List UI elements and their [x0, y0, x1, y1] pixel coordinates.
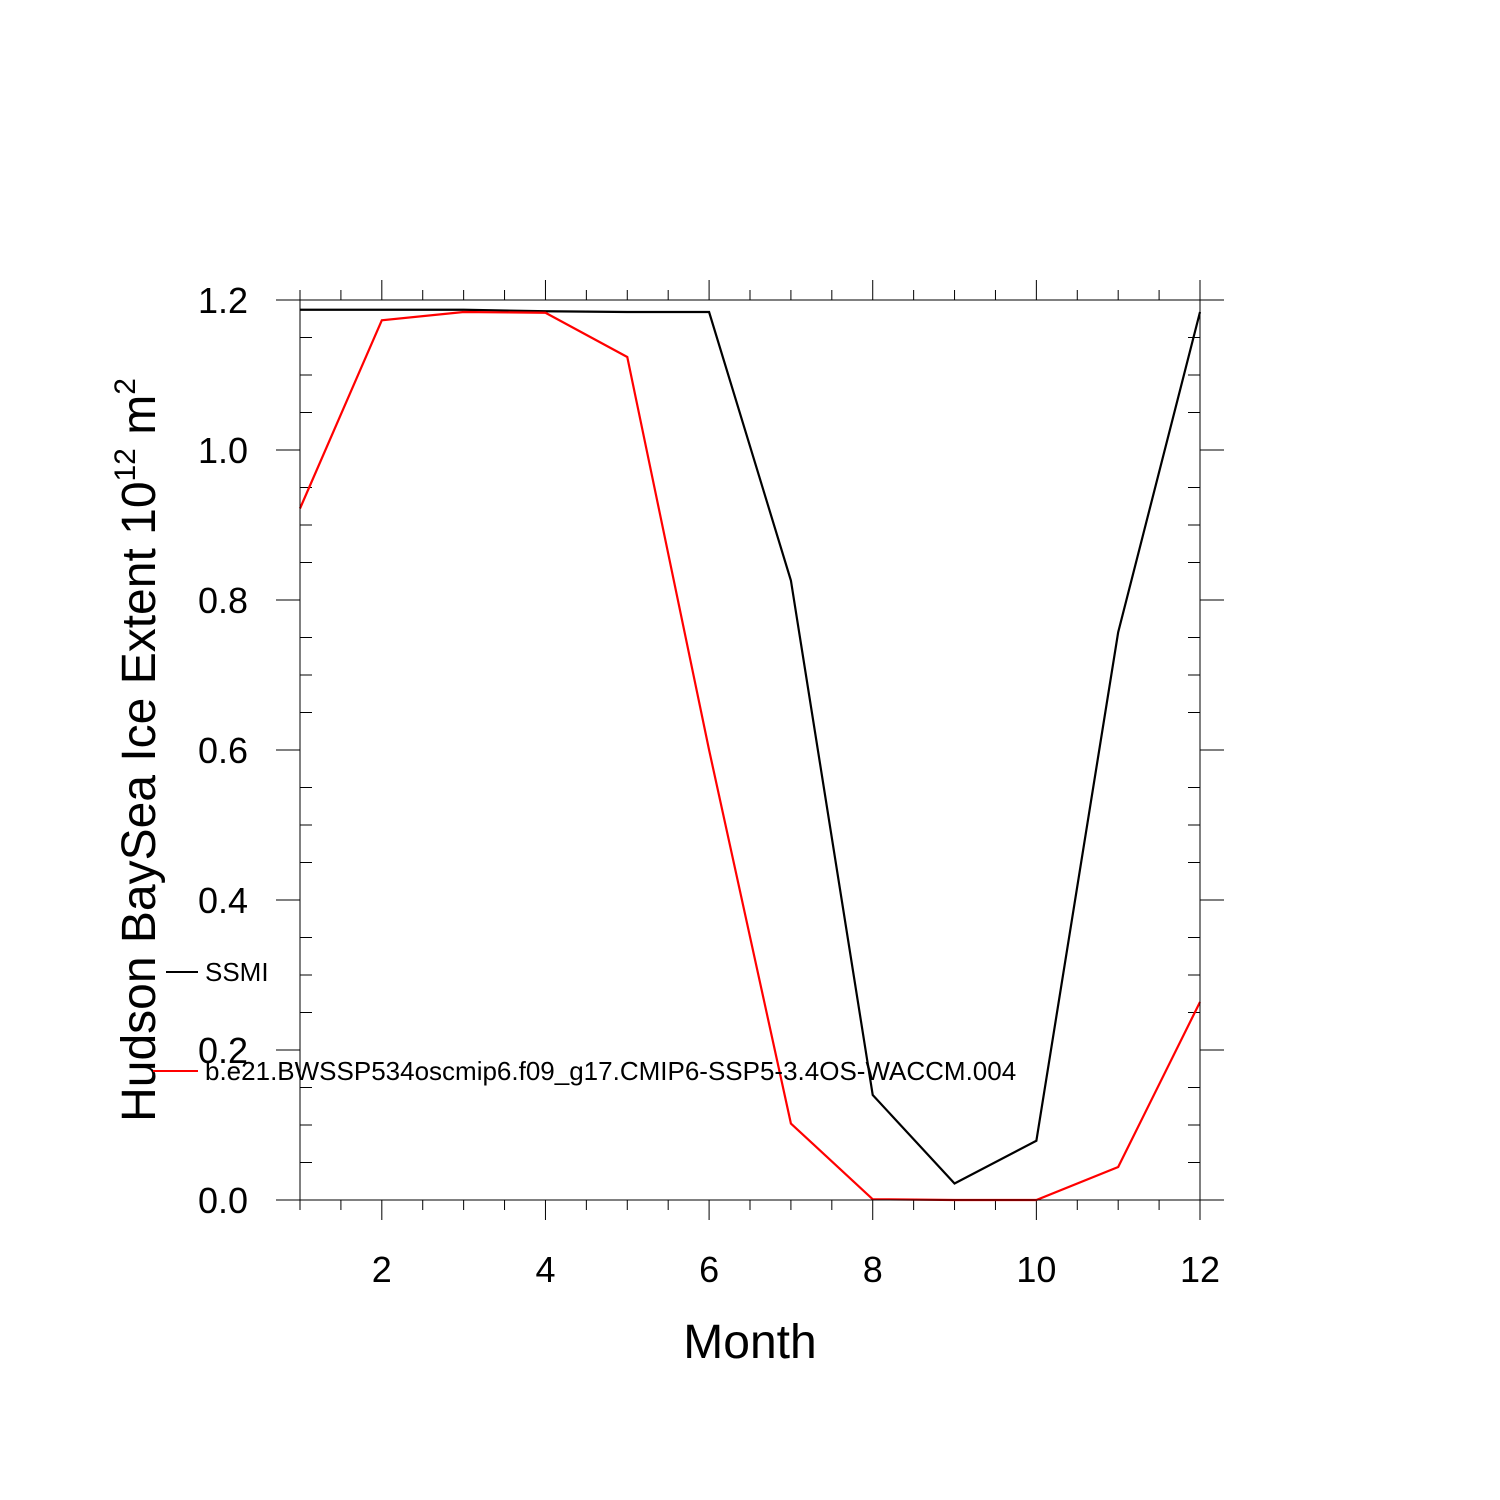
y-tick-label: 1.0: [198, 430, 248, 471]
y-tick-label: 0.2: [198, 1030, 248, 1071]
x-axis-title: Month: [683, 1316, 816, 1369]
x-tick-label: 2: [372, 1249, 392, 1290]
x-tick-label: 12: [1180, 1249, 1220, 1290]
series-lines: [298, 308, 1202, 1202]
y-axis-title-unit: m: [113, 395, 166, 448]
x-tick-label: 6: [699, 1249, 719, 1290]
x-tick-label: 10: [1016, 1249, 1056, 1290]
series-line-ssmi: [300, 308, 1202, 1185]
series-line-model: [298, 310, 1201, 1202]
y-tick-label: 0.8: [198, 580, 248, 621]
x-tick-label: 8: [863, 1249, 883, 1290]
y-axis-title-text: Hudson BaySea Ice Extent 10: [113, 481, 166, 1121]
legend-label-ssmi: SSMI: [205, 957, 269, 987]
y-tick-label: 1.2: [198, 280, 248, 321]
y-axis-title-unit-exponent: 2: [109, 378, 142, 395]
y-axis-title-exponent: 12: [109, 448, 142, 481]
y-tick-label: 0.4: [198, 880, 248, 921]
legend-label-model: b.e21.BWSSP534oscmip6.f09_g17.CMIP6-SSP5…: [205, 1056, 1016, 1086]
tick-marks: [276, 280, 1224, 1220]
y-axis-title: Hudson BaySea Ice Extent 1012 m2: [109, 378, 166, 1122]
plot-frame: [299, 299, 1201, 1201]
tick-labels: 2 4 6 8 10 12 0.0 0.2 0.4 0.6 0.8 1.0 1.2: [198, 280, 1220, 1290]
legend: SSMI b.e21.BWSSP534oscmip6.f09_g17.CMIP6…: [153, 957, 1016, 1086]
y-tick-label: 0.6: [198, 730, 248, 771]
y-tick-label: 0.0: [198, 1180, 248, 1221]
x-tick-label: 4: [535, 1249, 555, 1290]
